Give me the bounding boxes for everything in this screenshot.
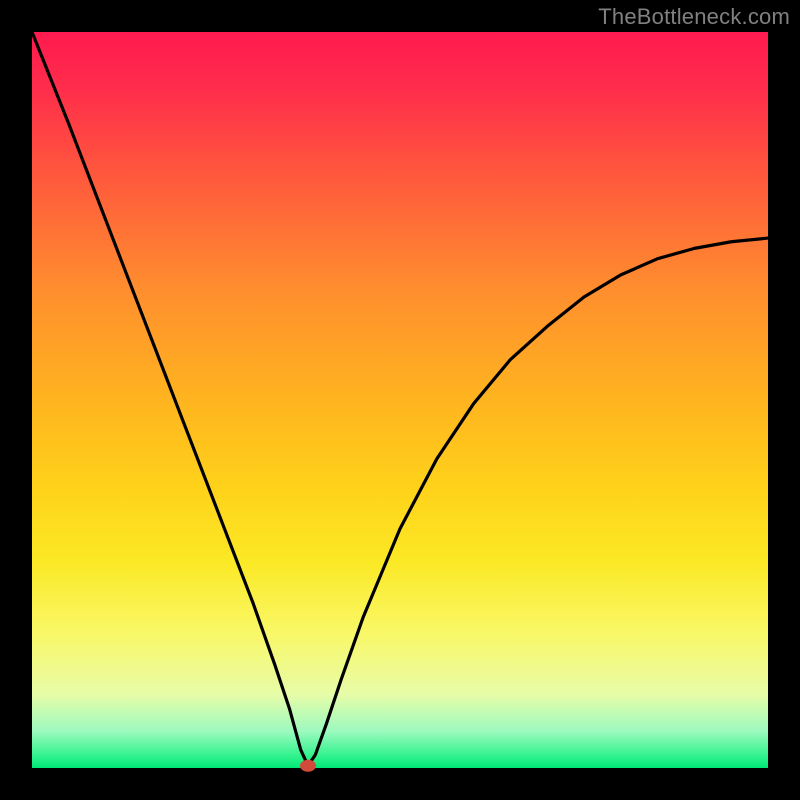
bottleneck-chart-svg bbox=[0, 0, 800, 800]
watermark-text: TheBottleneck.com bbox=[598, 4, 790, 30]
optimal-point-marker bbox=[300, 760, 316, 772]
chart-stage: TheBottleneck.com bbox=[0, 0, 800, 800]
plot-gradient-background bbox=[32, 32, 768, 768]
